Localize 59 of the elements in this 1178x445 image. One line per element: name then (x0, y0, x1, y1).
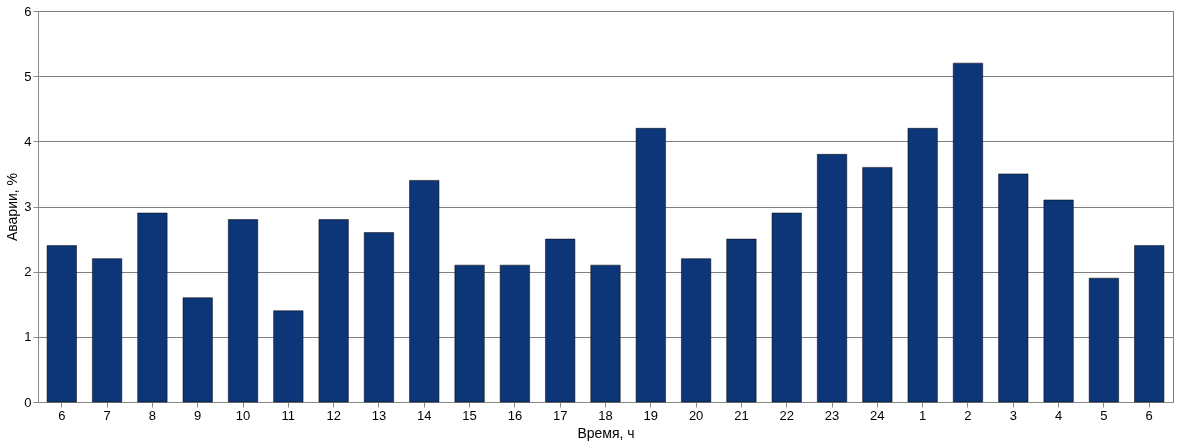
bar (409, 180, 440, 403)
x-tick-label: 3 (1009, 407, 1017, 423)
x-tick-label: 9 (194, 407, 202, 423)
x-tick-label: 22 (779, 407, 794, 423)
x-tick-label: 13 (371, 407, 387, 423)
y-tick-label: 2 (24, 264, 32, 280)
bar (318, 219, 349, 403)
bar (726, 238, 757, 403)
bar (771, 212, 802, 403)
bar (590, 264, 621, 403)
bar (1088, 277, 1119, 403)
y-axis-title: Аварии, % (4, 172, 21, 242)
x-tick-label: 21 (734, 407, 749, 423)
bar (182, 297, 213, 403)
x-tick-label: 11 (281, 407, 296, 423)
x-tick-label: 23 (824, 407, 840, 423)
bar (137, 212, 168, 403)
x-tick-label: 6 (58, 407, 66, 423)
y-tick-label: 5 (24, 68, 32, 84)
bar (635, 128, 666, 403)
bar (545, 238, 576, 403)
x-tick-label: 5 (1100, 407, 1108, 423)
y-tick-label: 3 (24, 199, 32, 214)
x-axis-title: Время, ч (577, 424, 635, 441)
bar (681, 258, 712, 403)
bar (228, 219, 258, 403)
bar (92, 258, 123, 403)
y-tick-label: 4 (24, 133, 32, 149)
bar (46, 245, 77, 403)
x-tick-label: 16 (507, 407, 523, 423)
x-tick-label: 6 (1145, 407, 1153, 423)
bar (862, 167, 893, 403)
bar (273, 310, 304, 403)
x-tick-label: 8 (148, 407, 157, 423)
x-tick-label: 14 (417, 407, 432, 423)
x-tick-label: 20 (688, 407, 704, 423)
bar (363, 232, 394, 403)
bar (454, 264, 485, 403)
x-tick-label: 1 (919, 407, 927, 423)
bar (499, 264, 530, 403)
y-tick-label: 6 (24, 3, 32, 19)
y-tick-label: 0 (24, 394, 32, 410)
bar (907, 128, 938, 403)
x-tick-label: 7 (103, 407, 111, 423)
x-tick-label: 24 (870, 407, 885, 423)
x-tick-label: 12 (326, 407, 341, 423)
x-tick-label: 17 (552, 407, 568, 423)
x-tick-label: 10 (235, 407, 251, 423)
bar (953, 62, 983, 403)
bar (1043, 199, 1074, 403)
x-tick-label: 18 (598, 407, 613, 423)
x-tick-label: 19 (643, 407, 659, 423)
x-tick-label: 4 (1054, 407, 1063, 423)
bar (817, 154, 848, 403)
bar (998, 173, 1029, 403)
x-tick-label: 15 (462, 407, 477, 423)
y-tick-label: 1 (24, 329, 32, 345)
x-tick-label: 2 (964, 407, 972, 423)
bar (1134, 245, 1165, 403)
